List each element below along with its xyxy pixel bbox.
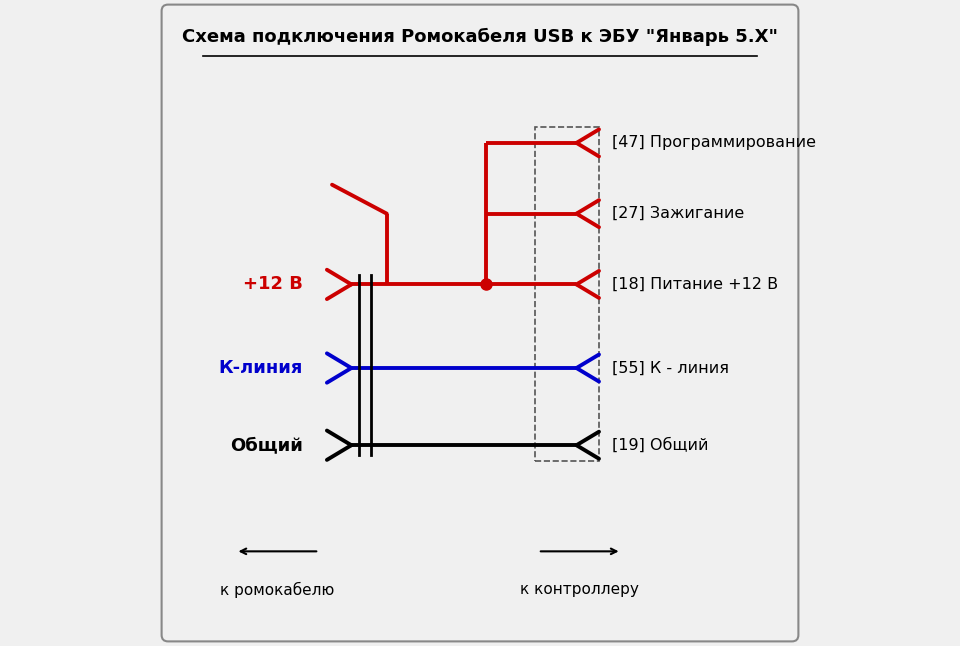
Text: [27] Зажигание: [27] Зажигание — [612, 206, 744, 221]
Text: +12 В: +12 В — [243, 275, 303, 293]
Bar — [535, 127, 599, 461]
Text: К-линия: К-линия — [219, 359, 303, 377]
Text: к ромокабелю: к ромокабелю — [220, 582, 334, 598]
Text: [18] Питание +12 В: [18] Питание +12 В — [612, 277, 778, 292]
Text: [55] К - линия: [55] К - линия — [612, 360, 729, 375]
Text: [47] Программирование: [47] Программирование — [612, 136, 816, 151]
Text: к контроллеру: к контроллеру — [520, 583, 639, 598]
Text: Схема подключения Ромокабеля USB к ЭБУ "Январь 5.Х": Схема подключения Ромокабеля USB к ЭБУ "… — [182, 28, 778, 46]
FancyBboxPatch shape — [161, 5, 799, 641]
Text: [19] Общий: [19] Общий — [612, 437, 708, 453]
Text: Общий: Общий — [230, 436, 303, 454]
